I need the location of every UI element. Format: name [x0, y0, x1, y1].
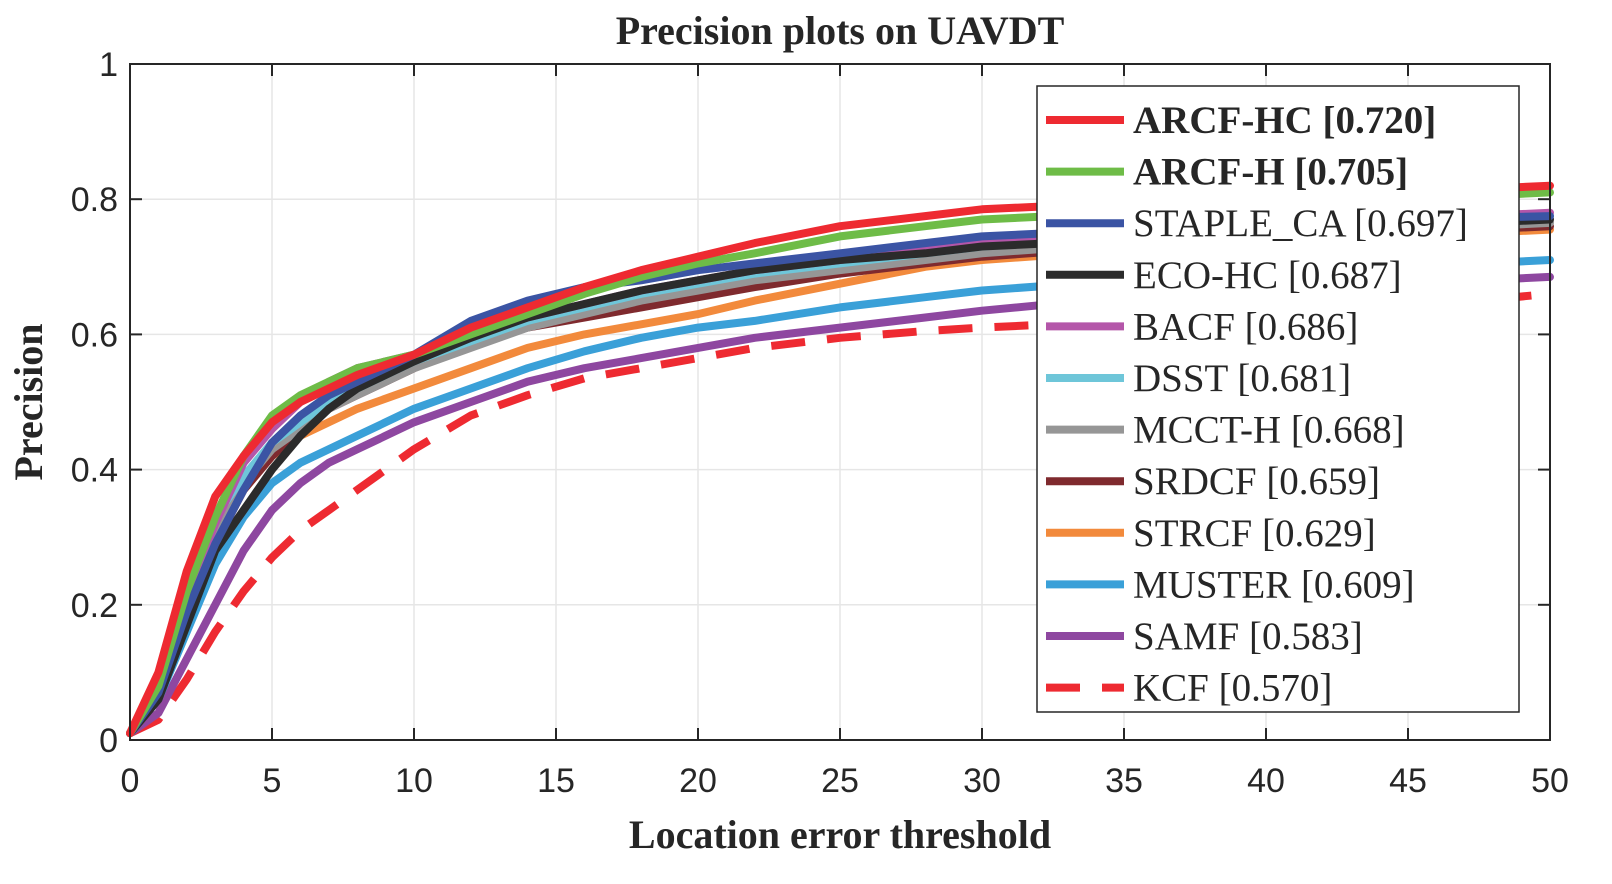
x-tick-label: 50 [1531, 762, 1569, 800]
legend-label: KCF [0.570] [1133, 667, 1332, 710]
legend-label: SRDCF [0.659] [1133, 460, 1380, 503]
legend-label: MUSTER [0.609] [1133, 563, 1415, 606]
y-tick-label: 0.8 [71, 181, 118, 219]
y-tick-label: 1 [99, 46, 118, 84]
y-axis-label: Precision [6, 323, 51, 480]
legend-label: ARCF-H [0.705] [1133, 151, 1408, 194]
x-tick-label: 25 [821, 762, 859, 800]
x-tick-label: 30 [963, 762, 1001, 800]
x-axis-label: Location error threshold [629, 812, 1051, 857]
legend-label: MCCT-H [0.668] [1133, 409, 1405, 452]
legend-label: STAPLE_CA [0.697] [1133, 202, 1468, 245]
legend-label: ECO-HC [0.687] [1133, 254, 1402, 297]
legend-label: ARCF-HC [0.720] [1133, 99, 1436, 142]
legend-box [1036, 85, 1520, 713]
x-tick-label: 35 [1105, 762, 1143, 800]
axis-ticks: 0 5 10 15 20 25 30 35 40 45 50 0 0.2 0.4 0.6 0.8 1 [71, 46, 1569, 800]
x-tick-label: 45 [1389, 762, 1427, 800]
x-tick-label: 15 [537, 762, 575, 800]
series-line-samf [126, 272, 1554, 738]
legend-label: SAMF [0.583] [1133, 615, 1363, 658]
y-tick-label: 0.2 [71, 587, 118, 625]
y-tick-label: 0.6 [71, 316, 118, 354]
series-line-staple-ca [126, 212, 1554, 738]
series-line-kcf [128, 289, 1551, 737]
x-tick-label: 5 [263, 762, 282, 800]
x-tick-label: 40 [1247, 762, 1285, 800]
legend-label: BACF [0.686] [1133, 305, 1358, 348]
x-tick-label: 10 [395, 762, 433, 800]
chart-title: Precision plots on UAVDT [616, 8, 1065, 53]
series-line-arcf-hc [126, 181, 1554, 738]
legend-label: DSST [0.681] [1133, 357, 1351, 400]
series-line-muster [126, 256, 1554, 738]
x-tick-label: 0 [121, 762, 140, 800]
y-tick-label: 0 [99, 722, 118, 760]
y-tick-label: 0.4 [71, 452, 118, 490]
legend: ARCF-HC [0.720] ARCF-H [0.705] STAPLE_CA [… [1036, 85, 1520, 713]
x-tick-label: 20 [679, 762, 717, 800]
legend-label: STRCF [0.629] [1133, 512, 1376, 555]
series-lines [126, 181, 1554, 738]
